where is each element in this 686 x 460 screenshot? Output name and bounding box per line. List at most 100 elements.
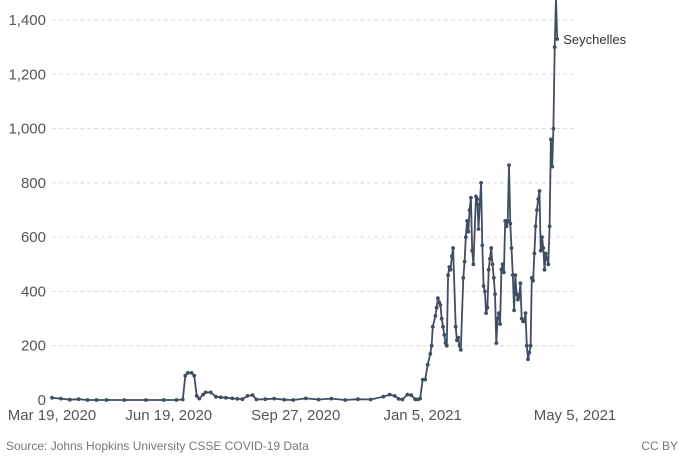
y-tick-label: 1,200 bbox=[8, 66, 46, 83]
data-point bbox=[523, 311, 528, 315]
data-point bbox=[471, 262, 476, 267]
data-point bbox=[546, 262, 551, 267]
data-point bbox=[551, 126, 556, 131]
data-point bbox=[466, 229, 471, 234]
series-label: Seychelles bbox=[563, 32, 626, 47]
data-point bbox=[396, 397, 401, 401]
data-point bbox=[528, 343, 533, 348]
data-point bbox=[161, 398, 166, 402]
data-point bbox=[50, 395, 54, 400]
data-point bbox=[387, 392, 392, 397]
data-point bbox=[488, 257, 492, 261]
data-point bbox=[122, 398, 127, 402]
data-point bbox=[543, 251, 548, 256]
data-point bbox=[467, 208, 472, 212]
x-tick-label: Jan 5, 2021 bbox=[383, 407, 461, 424]
data-point bbox=[438, 303, 443, 307]
data-point bbox=[517, 295, 521, 299]
data-point bbox=[507, 163, 511, 168]
data-point bbox=[505, 219, 510, 223]
license-note: CC BY bbox=[641, 439, 678, 453]
data-point bbox=[494, 341, 499, 345]
data-point bbox=[59, 396, 63, 401]
data-point bbox=[504, 224, 509, 229]
y-tick-label: 0 bbox=[38, 392, 46, 409]
data-point bbox=[508, 221, 513, 226]
data-point bbox=[444, 343, 449, 348]
data-point bbox=[513, 273, 518, 277]
series-line-seychelles bbox=[51, 0, 559, 401]
data-point bbox=[484, 311, 488, 315]
data-point bbox=[527, 350, 532, 355]
data-point bbox=[441, 324, 445, 329]
data-point bbox=[536, 197, 541, 202]
data-point bbox=[428, 352, 433, 356]
data-point bbox=[491, 276, 496, 280]
data-point bbox=[476, 227, 481, 231]
data-point bbox=[430, 324, 435, 329]
data-point bbox=[448, 267, 453, 272]
y-tick-label: 600 bbox=[21, 229, 46, 246]
data-point bbox=[479, 181, 483, 185]
x-tick-label: Jun 19, 2020 bbox=[125, 407, 212, 424]
data-point bbox=[409, 393, 414, 397]
data-point bbox=[304, 396, 308, 401]
data-point bbox=[541, 246, 546, 250]
data-point bbox=[490, 262, 495, 267]
data-point bbox=[76, 397, 81, 402]
data-point bbox=[465, 219, 469, 223]
data-point bbox=[192, 373, 197, 378]
data-point bbox=[502, 270, 506, 275]
data-point bbox=[509, 246, 514, 250]
grid-lines bbox=[52, 19, 575, 347]
data-point bbox=[343, 398, 348, 402]
data-point bbox=[450, 254, 454, 258]
data-point bbox=[245, 394, 250, 398]
data-point bbox=[533, 224, 538, 229]
y-tick-label: 200 bbox=[21, 338, 46, 355]
series-points bbox=[50, 0, 560, 402]
data-point bbox=[203, 390, 208, 395]
data-point bbox=[470, 248, 475, 253]
data-point bbox=[392, 394, 397, 398]
data-point bbox=[104, 398, 109, 402]
data-point bbox=[500, 262, 505, 267]
x-tick-label: Sep 27, 2020 bbox=[251, 407, 340, 424]
data-point bbox=[429, 343, 434, 348]
data-point bbox=[197, 396, 202, 401]
data-point bbox=[522, 319, 527, 324]
data-point bbox=[524, 343, 529, 348]
data-point bbox=[230, 396, 235, 401]
data-point bbox=[291, 398, 296, 402]
data-point bbox=[550, 164, 555, 169]
data-point bbox=[250, 393, 255, 397]
data-point bbox=[272, 396, 276, 401]
data-point bbox=[434, 305, 439, 310]
data-point bbox=[144, 398, 148, 402]
data-point bbox=[514, 292, 519, 296]
data-point bbox=[433, 314, 438, 318]
data-point bbox=[94, 398, 99, 402]
data-point bbox=[545, 257, 549, 261]
data-point bbox=[329, 396, 334, 401]
data-point bbox=[254, 397, 259, 402]
y-tick-label: 800 bbox=[21, 175, 46, 192]
data-point bbox=[462, 259, 467, 264]
data-point bbox=[489, 246, 494, 250]
data-point bbox=[458, 347, 463, 352]
data-point bbox=[224, 395, 228, 400]
data-point bbox=[439, 316, 444, 321]
data-point bbox=[486, 267, 491, 272]
data-point bbox=[180, 397, 185, 402]
data-point bbox=[461, 276, 466, 280]
data-point bbox=[469, 195, 473, 200]
data-point bbox=[423, 377, 428, 382]
source-note: Source: Johns Hopkins University CSSE CO… bbox=[6, 439, 309, 453]
data-point bbox=[67, 397, 72, 402]
data-point bbox=[418, 396, 422, 401]
data-point bbox=[540, 235, 544, 240]
data-point bbox=[535, 208, 539, 212]
data-point bbox=[532, 251, 537, 256]
data-point bbox=[518, 281, 523, 286]
data-point bbox=[477, 202, 482, 207]
